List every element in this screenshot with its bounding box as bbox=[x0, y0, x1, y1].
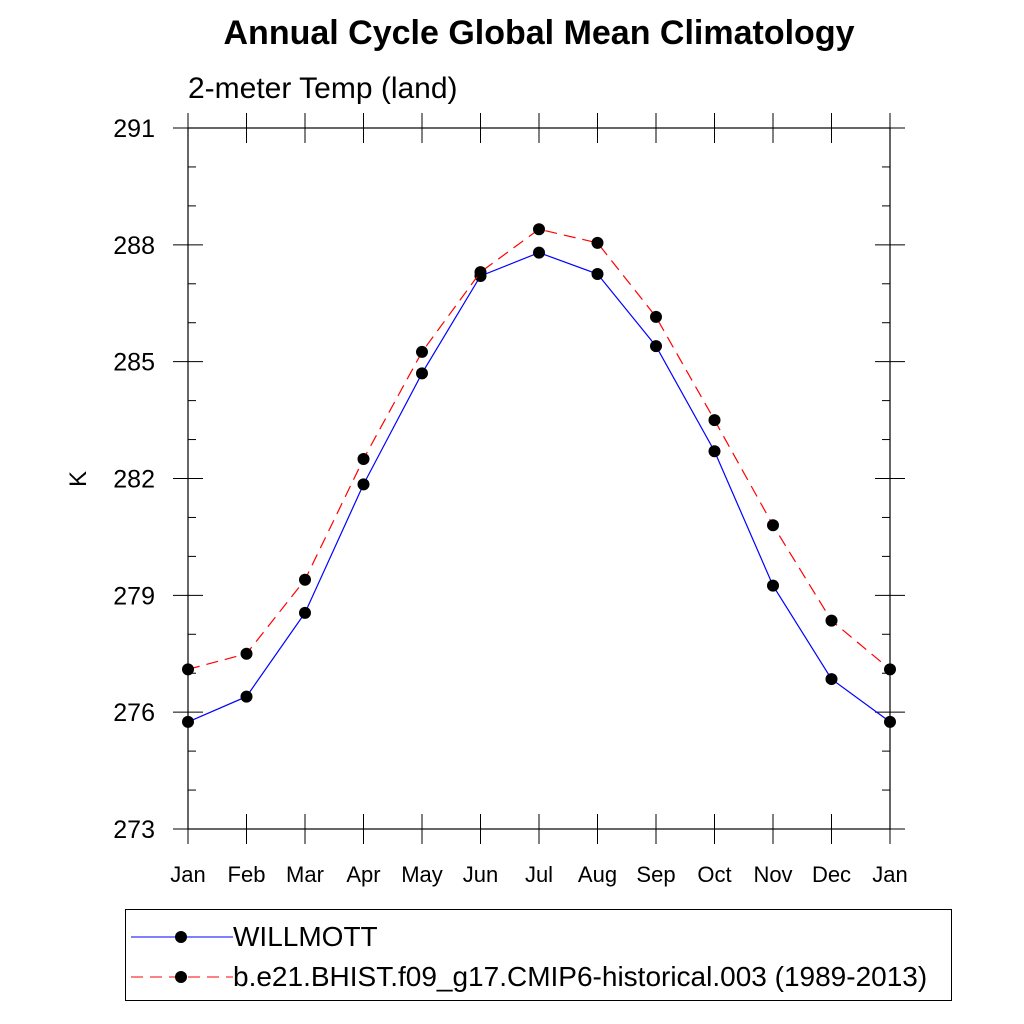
y-tick-label: 279 bbox=[113, 582, 155, 610]
series-1-point bbox=[708, 445, 721, 458]
legend-label-series-1: WILLMOTT bbox=[233, 921, 378, 952]
x-tick-label: Sep bbox=[636, 862, 675, 887]
x-tick-label: Jul bbox=[525, 862, 553, 887]
series-2-point bbox=[533, 223, 545, 236]
x-tick-label: Dec bbox=[812, 862, 851, 887]
series-2-point bbox=[240, 647, 253, 660]
series-1-point bbox=[884, 715, 896, 728]
series-2-point bbox=[591, 236, 604, 249]
x-tick-label: Jan bbox=[170, 862, 205, 887]
y-tick-label: 285 bbox=[113, 349, 155, 377]
y-tick-label: 291 bbox=[113, 115, 155, 143]
series-2-point bbox=[767, 519, 779, 532]
x-tick-label: Nov bbox=[753, 862, 792, 887]
series-1-point bbox=[299, 606, 311, 619]
series-1-point bbox=[591, 268, 604, 281]
legend: WILLMOTT b.e21.BHIST.f09_g17.CMIP6-histo… bbox=[125, 909, 952, 1001]
x-tick-label: Jan bbox=[872, 862, 907, 887]
series-1-point bbox=[825, 673, 838, 686]
y-tick-label: 288 bbox=[113, 232, 155, 260]
series-2-point bbox=[708, 414, 721, 427]
series-1-point bbox=[533, 246, 545, 259]
x-tick-label: Aug bbox=[578, 862, 617, 887]
legend-swatch-series-2 bbox=[131, 971, 233, 983]
series-2-point bbox=[650, 310, 662, 323]
series-1-point bbox=[357, 478, 370, 491]
series-line-1 bbox=[187, 251, 891, 723]
y-tick-label: 273 bbox=[113, 816, 155, 844]
series-1-point bbox=[650, 340, 662, 353]
chart-title: Annual Cycle Global Mean Climatology bbox=[223, 14, 855, 52]
legend-swatch-series-1 bbox=[131, 931, 233, 943]
series-layer bbox=[182, 223, 896, 728]
series-2-point bbox=[182, 663, 194, 676]
plot-area: 273 276 279 282 285 288 291 Jan Feb Mar Apr May Jun… bbox=[65, 113, 908, 887]
series-1-point bbox=[767, 579, 779, 592]
series-2-point bbox=[416, 345, 428, 358]
series-2-point bbox=[357, 453, 370, 466]
x-ticks: Jan Feb Mar Apr May Jun Jul Aug Sep Oct Nov Dec Jan bbox=[170, 113, 908, 887]
y-ticks: 273 276 279 282 285 288 291 bbox=[113, 115, 905, 844]
legend-item-series-2: b.e21.BHIST.f09_g17.CMIP6-historical.003… bbox=[126, 957, 951, 997]
series-1-point bbox=[416, 367, 428, 380]
legend-label-series-2: b.e21.BHIST.f09_g17.CMIP6-historical.003… bbox=[233, 961, 928, 992]
legend-item-series-1: WILLMOTT bbox=[126, 917, 951, 957]
y-axis-label: K bbox=[65, 471, 92, 487]
y-tick-label: 282 bbox=[113, 466, 155, 494]
x-tick-label: Mar bbox=[286, 862, 324, 887]
x-tick-label: Oct bbox=[697, 862, 731, 887]
chart-subtitle: 2-meter Temp (land) bbox=[188, 72, 458, 105]
series-1-point bbox=[240, 690, 253, 703]
series-2-point bbox=[474, 266, 487, 279]
series-2-point bbox=[299, 573, 311, 586]
y-tick-label: 276 bbox=[113, 699, 155, 727]
x-tick-label: Jun bbox=[463, 862, 498, 887]
series-2-point bbox=[825, 614, 838, 627]
series-2-point bbox=[884, 663, 896, 676]
x-tick-label: May bbox=[401, 862, 443, 887]
x-tick-label: Apr bbox=[346, 862, 380, 887]
x-tick-label: Feb bbox=[228, 862, 266, 887]
series-1-point bbox=[182, 715, 194, 728]
